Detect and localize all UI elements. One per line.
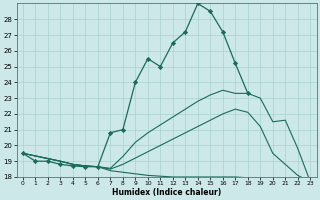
X-axis label: Humidex (Indice chaleur): Humidex (Indice chaleur)	[112, 188, 221, 197]
